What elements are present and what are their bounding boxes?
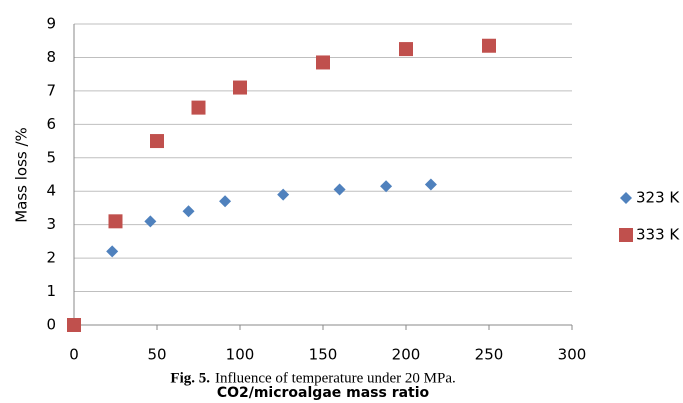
point bbox=[191, 100, 206, 115]
caption-label: Fig. 5. bbox=[170, 370, 210, 386]
x-tick-label: 0 bbox=[69, 346, 79, 364]
y-tick-label: 1 bbox=[46, 282, 56, 300]
y-tick-label: 4 bbox=[46, 182, 56, 200]
point bbox=[277, 188, 290, 201]
x-tick-label: 300 bbox=[558, 346, 587, 364]
x-axis-label: CO2/microalgae mass ratio bbox=[217, 385, 430, 401]
point bbox=[333, 183, 346, 196]
y-tick-label: 5 bbox=[46, 148, 56, 166]
y-axis-label: Mass loss /% bbox=[13, 127, 31, 223]
caption: Influence of temperature under 20 MPa. bbox=[215, 370, 456, 386]
legend-label: 323 K bbox=[636, 189, 680, 207]
point bbox=[316, 55, 330, 70]
point bbox=[182, 205, 195, 218]
legend-marker bbox=[620, 192, 632, 204]
point bbox=[150, 134, 164, 149]
point bbox=[106, 245, 119, 258]
x-tick-label: 200 bbox=[392, 346, 421, 364]
y-tick-label: 0 bbox=[46, 316, 56, 334]
y-tick-label: 2 bbox=[46, 249, 56, 267]
point bbox=[399, 42, 413, 57]
legend-label: 333 K bbox=[636, 226, 680, 244]
x-tick-label: 100 bbox=[226, 346, 255, 364]
y-tick-label: 8 bbox=[46, 48, 56, 66]
point bbox=[108, 214, 123, 229]
point bbox=[233, 80, 247, 95]
y-tick-label: 3 bbox=[46, 215, 56, 233]
legend-marker bbox=[619, 228, 633, 242]
x-tick-label: 50 bbox=[147, 346, 166, 364]
point bbox=[144, 215, 157, 228]
x-tick-label: 250 bbox=[475, 346, 504, 364]
y-tick-label: 6 bbox=[46, 115, 56, 133]
point bbox=[424, 178, 437, 191]
y-tick-label: 7 bbox=[46, 81, 56, 99]
point bbox=[482, 38, 496, 53]
point bbox=[380, 180, 393, 193]
x-tick-label: 150 bbox=[309, 346, 338, 364]
point bbox=[67, 318, 81, 332]
y-tick-label: 9 bbox=[46, 15, 56, 33]
point bbox=[219, 195, 232, 208]
